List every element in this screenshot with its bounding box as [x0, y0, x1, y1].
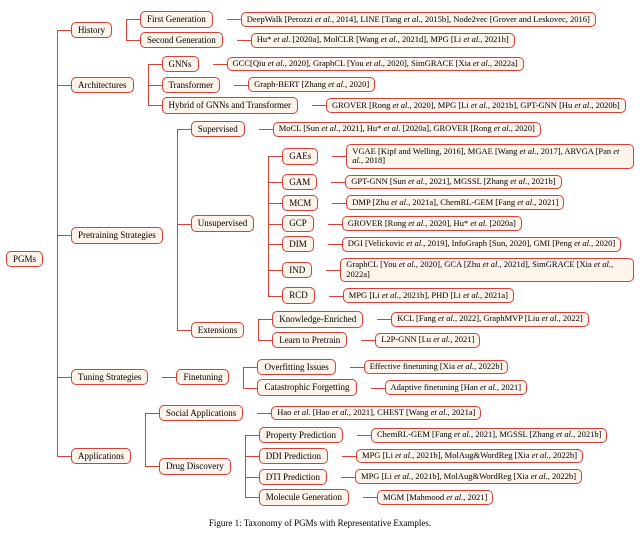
leaf-node: Hu* et al. [2020a], MolCLR [Wang et al.,… — [251, 33, 515, 48]
leaf-node: GPT-GNN [Sun et al., 2021], MGSSL [Zhang… — [345, 175, 561, 190]
leaf-node: GROVER [Rong et al., 2020], Hu* et al. [… — [342, 216, 522, 231]
branch-node: Transformer — [162, 77, 221, 93]
branch-node: PGMs — [6, 251, 43, 267]
leaf-node: MPG [Li et al., 2021b], MolAug&WordReg [… — [355, 469, 582, 484]
branch-node: Drug Discovery — [159, 458, 231, 474]
leaf-node: MoCL [Sun et al., 2021], Hu* et al. [202… — [273, 122, 541, 137]
leaf-node: DMP [Zhu et al., 2021a], ChemRL-GEM [Fan… — [346, 195, 564, 210]
branch-node: Hybrid of GNNs and Transformer — [162, 97, 299, 113]
branch-node: DTI Prediction — [259, 469, 327, 485]
leaf-node: GraphCL [You et al., 2020], GCA [Zhu et … — [340, 258, 634, 283]
branch-node: Pretraining Strategies — [71, 227, 163, 243]
leaf-node: Hao et al. [Hao et al., 2021], CHEST [Wa… — [271, 406, 481, 421]
leaf-node: Effective finetuning [Xia et al., 2022b] — [364, 360, 509, 375]
branch-node: GNNs — [162, 56, 199, 72]
branch-node: GCP — [282, 215, 314, 231]
leaf-node: Adaptive finetuning [Han et al., 2021] — [385, 380, 528, 395]
leaf-node: GROVER [Rong et al., 2020], MPG [Li et a… — [326, 98, 626, 113]
branch-node: Extensions — [191, 322, 245, 338]
leaf-node: MPG [Li et al., 2021b], MolAug&WordReg [… — [356, 449, 583, 464]
leaf-node: DGI [Velickovic et al., 2019], InfoGraph… — [342, 237, 622, 252]
leaf-node: VGAE [Kipf and Welling, 2016], MGAE [Wan… — [346, 144, 634, 169]
branch-node: Molecule Generation — [259, 489, 349, 505]
leaf-node: MPG [Li et al., 2021b], PHD [Li et al., … — [343, 288, 514, 303]
branch-node: Social Applications — [159, 405, 243, 421]
branch-node: IND — [282, 262, 312, 278]
branch-node: GAM — [282, 174, 317, 190]
branch-node: DDI Prediction — [259, 448, 328, 464]
branch-node: Architectures — [71, 77, 133, 93]
branch-node: Tuning Strategies — [71, 369, 148, 385]
branch-node: DIM — [282, 236, 314, 252]
branch-node: Catastrophic Forgetting — [257, 379, 356, 395]
branch-node: Overfitting Issues — [257, 359, 335, 375]
taxonomy-tree: PGMs History First Generation DeepWalk [Per… — [6, 6, 634, 512]
branch-node: Supervised — [191, 121, 245, 137]
branch-node: Knowledge-Enriched — [272, 311, 363, 327]
leaf-node: KCL [Fang et al., 2022], GraphMVP [Liu e… — [391, 312, 588, 327]
branch-node: GAEs — [282, 148, 318, 164]
branch-node: MCM — [282, 195, 318, 211]
leaf-node: L2P-GNN [Lu et al., 2021] — [375, 333, 480, 348]
branch-node: First Generation — [140, 11, 213, 27]
branch-node: Applications — [71, 448, 131, 464]
branch-node: Property Prediction — [259, 427, 343, 443]
branch-node: Learn to Pretrain — [272, 332, 347, 348]
leaf-node: GCC[Qiu et al., 2020], GraphCL [You et a… — [227, 57, 524, 72]
leaf-node: DeepWalk [Perozzi et al., 2014], LINE [T… — [241, 12, 596, 27]
branch-node: Unsupervised — [191, 215, 255, 231]
branch-node: Second Generation — [140, 32, 223, 48]
branch-node: RCD — [282, 287, 315, 303]
leaf-node: Graph-BERT [Zhang et al., 2020] — [248, 77, 375, 92]
branch-node: Finetuning — [176, 369, 229, 385]
leaf-node: ChemRL-GEM [Fang et al., 2021], MGSSL [Z… — [371, 428, 607, 443]
figure-caption: Figure 1: Taxonomy of PGMs with Represen… — [6, 518, 634, 528]
branch-node: History — [71, 22, 112, 38]
leaf-node: MGM [Mahmood et al., 2021] — [377, 490, 493, 505]
